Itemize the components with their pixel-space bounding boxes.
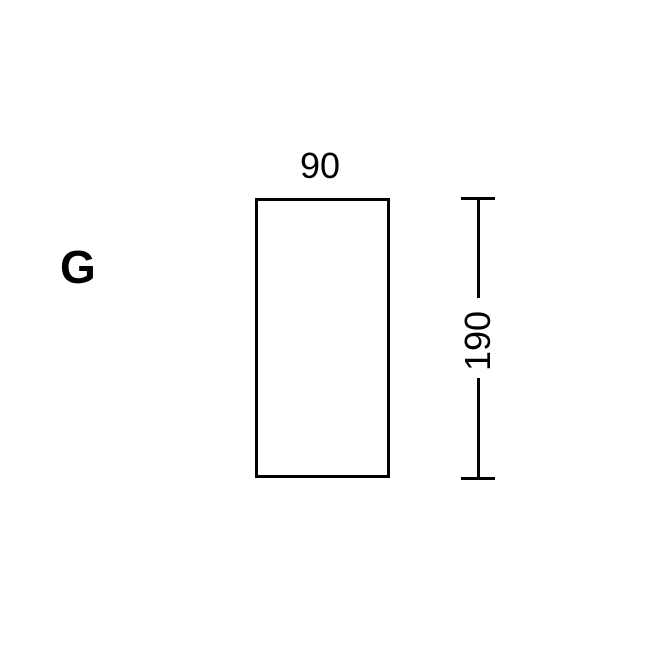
height-dim-line-top [477,198,480,298]
height-dim-tick-bottom [461,477,495,480]
dimension-diagram: G 90 190 [0,0,650,650]
identifier-label: G [60,240,96,294]
height-dim-line-bottom [477,378,480,478]
rectangle-outline [255,198,390,478]
height-dimension-label: 190 [457,301,499,381]
width-dimension-label: 90 [300,145,340,187]
